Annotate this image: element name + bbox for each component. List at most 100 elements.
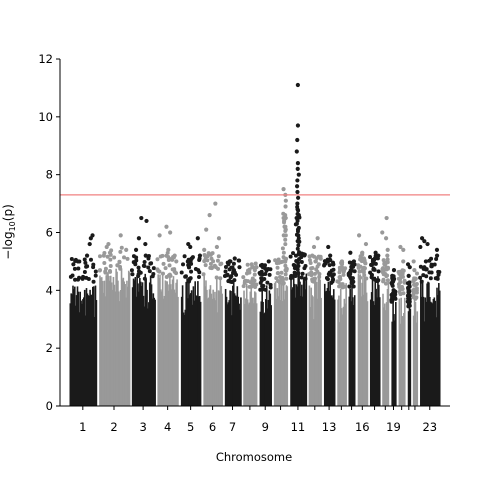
snp-column: [111, 289, 114, 406]
snp-point: [283, 272, 288, 277]
snp-column: [186, 278, 188, 406]
snp-point: [411, 294, 416, 299]
snp-column: [394, 320, 396, 406]
snp-column: [366, 301, 369, 406]
snp-top-point: [413, 276, 418, 281]
snp-column: [185, 281, 187, 406]
snp-point: [93, 273, 98, 278]
snp-point: [291, 251, 296, 256]
y-tick-label: 4: [46, 283, 53, 297]
snp-point: [331, 277, 336, 282]
x-tick-label: 23: [422, 420, 437, 434]
snp-column: [225, 296, 228, 406]
snp-column: [209, 285, 212, 406]
snp-column: [116, 271, 118, 406]
snp-point: [432, 262, 437, 267]
snp-column: [182, 312, 185, 406]
snp-point: [107, 268, 112, 273]
snp-point: [197, 274, 202, 279]
snp-column: [343, 298, 346, 406]
snp-point: [331, 272, 336, 277]
snp-column: [332, 289, 335, 406]
snp-column: [199, 301, 202, 406]
snp-column: [437, 295, 439, 406]
snp-top-point: [419, 236, 425, 241]
snp-point: [392, 295, 397, 300]
snp-column: [357, 273, 360, 406]
chromosome-23-points: [418, 236, 442, 406]
snp-point: [398, 279, 403, 284]
x-tick-label: 6: [209, 420, 216, 434]
snp-column: [361, 282, 363, 406]
snp-top-point: [164, 224, 169, 229]
snp-column: [109, 280, 111, 406]
snp-point: [302, 253, 307, 258]
snp-column: [80, 300, 82, 406]
snp-point: [251, 283, 256, 288]
snp-column: [359, 274, 362, 406]
snp-point: [163, 266, 168, 271]
snp-column: [251, 297, 253, 406]
snp-column: [166, 281, 168, 406]
snp-point: [218, 276, 223, 281]
snp-top-point: [422, 265, 427, 270]
snp-point: [310, 265, 315, 270]
snp-column: [238, 303, 240, 406]
snp-point: [186, 263, 191, 268]
snp-column: [340, 308, 343, 406]
snp-point: [193, 267, 198, 271]
y-tick-label: 6: [46, 226, 53, 240]
snp-point: [69, 256, 74, 261]
snp-point: [263, 271, 268, 276]
snp-column: [142, 295, 145, 406]
snp-column: [246, 299, 249, 406]
snp-point: [280, 275, 285, 280]
y-axis-label: −log10(p): [1, 204, 17, 260]
snp-point: [276, 257, 281, 262]
snp-top-point: [172, 253, 177, 258]
snp-column: [378, 297, 381, 406]
snp-point: [347, 284, 352, 289]
snp-column: [92, 286, 94, 406]
snp-column: [226, 304, 229, 406]
snp-column: [125, 297, 127, 406]
snp-top-point: [376, 253, 381, 258]
snp-point: [307, 258, 312, 263]
snp-column: [232, 285, 234, 406]
snp-column: [278, 282, 280, 406]
snp-column: [85, 288, 88, 406]
snp-top-point: [326, 244, 331, 250]
snp-column: [197, 296, 200, 406]
snp-top-point: [136, 236, 141, 241]
snp-point: [151, 266, 156, 271]
snp-point: [349, 281, 354, 286]
snp-column: [164, 280, 167, 406]
snp-point: [84, 275, 89, 280]
snp-column: [206, 289, 208, 406]
snp-point: [418, 264, 423, 269]
snp-point: [197, 270, 202, 275]
snp-point: [318, 254, 323, 259]
snp-column: [118, 291, 120, 406]
snp-point: [245, 262, 250, 267]
snp-column: [403, 312, 405, 406]
snp-column: [377, 276, 379, 406]
snp-column: [384, 303, 386, 406]
snp-column: [276, 288, 279, 406]
snp-point: [292, 270, 297, 275]
snp-column: [171, 279, 174, 406]
snp-point: [300, 271, 305, 276]
snp-point: [281, 216, 286, 221]
snp-column: [102, 292, 105, 406]
snp-point: [134, 255, 139, 260]
y-tick-label: 10: [38, 110, 53, 124]
snp-point: [376, 278, 381, 283]
snp-column: [168, 284, 170, 406]
snp-column: [123, 281, 126, 406]
snp-column: [211, 298, 214, 406]
snp-column: [109, 275, 112, 406]
snp-column: [327, 281, 330, 406]
snp-point: [260, 284, 265, 289]
snp-column: [304, 289, 307, 406]
